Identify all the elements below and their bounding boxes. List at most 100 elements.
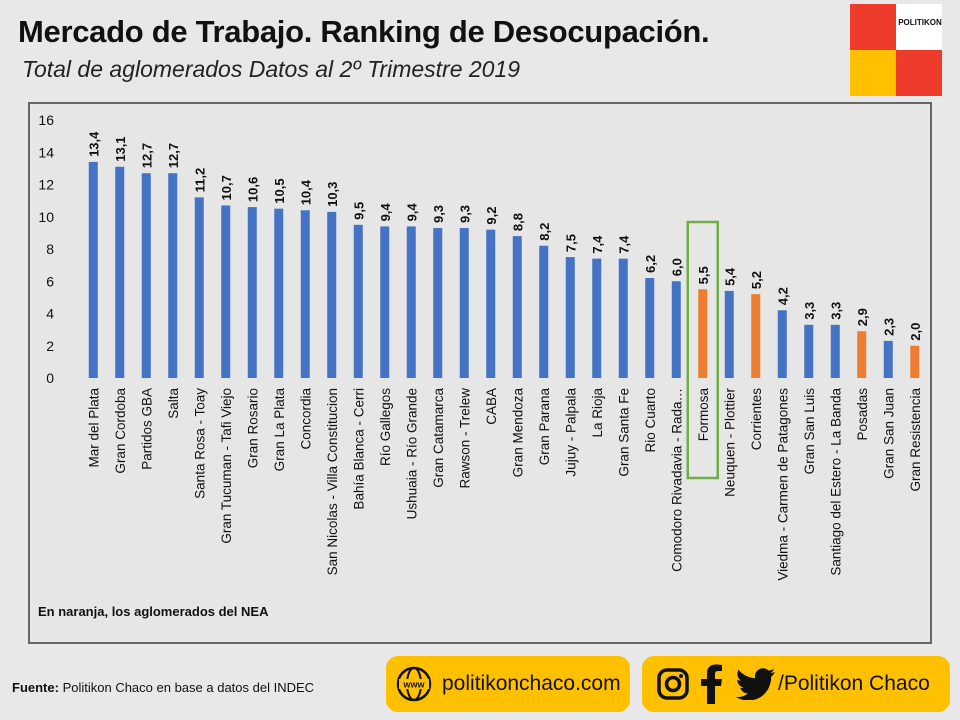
- x-tick-label: Neuquen - Plottier: [722, 387, 737, 496]
- x-tick-label: Gran Parana: [537, 388, 552, 466]
- bar: [274, 208, 284, 378]
- y-tick-label: 0: [46, 370, 54, 386]
- data-label: 3,3: [802, 302, 817, 320]
- bar: [671, 281, 681, 378]
- data-label: 6,2: [643, 255, 658, 273]
- x-tick-label: Rio Cuarto: [643, 388, 658, 453]
- x-tick-label: Santa Rosa - Toay: [192, 388, 207, 499]
- x-tick-label: Gran Mendoza: [510, 388, 525, 478]
- bar: [804, 324, 814, 378]
- website-badge[interactable]: www politikonchaco.com: [386, 656, 630, 712]
- x-tick-label: Santiago del Estero - La Banda: [828, 388, 843, 576]
- y-tick-label: 2: [46, 338, 54, 354]
- chart-subtitle: Total de aglomerados Datos al 2º Trimest…: [22, 56, 521, 82]
- bar: [194, 197, 204, 378]
- x-tick-label: San Nicolas - Villa Constitucion: [325, 388, 340, 575]
- x-tick-label: Gran Rosario: [245, 388, 260, 468]
- bar: [327, 211, 337, 378]
- x-tick-label: Gran Cordoba: [113, 388, 128, 474]
- bar: [141, 173, 151, 378]
- svg-text:www: www: [402, 680, 425, 690]
- x-tick-label: Gran Catamarca: [431, 388, 446, 488]
- social-badge[interactable]: /Politikon Chaco: [642, 656, 950, 712]
- logo-square-bottom-right: [896, 50, 942, 96]
- bar: [353, 224, 363, 378]
- data-label: 9,2: [484, 207, 499, 225]
- twitter-icon: [736, 668, 775, 700]
- x-tick-label: Gran La Plata: [272, 388, 287, 472]
- x-tick-label: Jujuy - Palpala: [563, 388, 578, 477]
- bar: [910, 345, 920, 378]
- logo-text: POLITIKON: [898, 18, 942, 27]
- data-label: 12,7: [139, 143, 154, 168]
- website-url: politikonchaco.com: [442, 672, 621, 695]
- source-text: Politikon Chaco en base a datos del INDE…: [58, 680, 315, 695]
- bar: [857, 331, 867, 378]
- www-icon: www: [396, 666, 432, 702]
- y-tick-label: 14: [38, 144, 54, 160]
- bar: [380, 226, 390, 378]
- bar: [777, 310, 787, 378]
- highlight-box: [686, 220, 719, 480]
- bar: [300, 210, 310, 378]
- social-handle: /Politikon Chaco: [778, 672, 930, 695]
- bar: [751, 294, 761, 378]
- bar: [565, 257, 575, 378]
- x-tick-label: CABA: [484, 388, 499, 425]
- y-tick-label: 8: [46, 241, 54, 257]
- bar: [724, 290, 734, 378]
- bar: [486, 229, 496, 378]
- bar: [698, 289, 708, 378]
- data-label: 7,5: [563, 234, 578, 252]
- bar: [433, 228, 443, 378]
- data-label: 9,4: [378, 203, 393, 222]
- x-tick-label: Rawson - Trelew: [457, 388, 472, 489]
- data-label: 10,4: [298, 179, 313, 205]
- data-label: 9,3: [457, 205, 472, 223]
- x-tick-label: Bahía Blanca - Cerri: [351, 388, 366, 510]
- x-tick-label: Gran Resistencia: [908, 388, 923, 492]
- data-label: 8,8: [510, 213, 525, 231]
- x-tick-label: Comodoro Rivadavia - Rada…: [669, 388, 684, 572]
- data-label: 9,5: [351, 202, 366, 220]
- data-label: 11,2: [192, 168, 207, 193]
- source-label: Fuente:: [12, 680, 59, 695]
- bar: [592, 258, 602, 378]
- data-label: 5,2: [749, 271, 764, 289]
- data-label: 3,3: [828, 302, 843, 320]
- bar: [406, 226, 416, 378]
- data-label: 6,0: [669, 258, 684, 276]
- bar: [645, 278, 655, 378]
- bar-chart: 0 2 4 6 8 10 12 14 16 13,4 Mar del Plata 13,1 Gran C…: [38, 112, 923, 581]
- bar: [221, 205, 231, 378]
- logo-square-top-left: [850, 4, 896, 50]
- bar: [247, 207, 257, 378]
- bar: [830, 324, 840, 378]
- data-label: 10,6: [245, 177, 260, 202]
- x-tick-label: Gran Santa Fe: [616, 388, 631, 477]
- chart-frame: 0 2 4 6 8 10 12 14 16 13,4 Mar del Plata 13,1 Gran C…: [28, 102, 932, 644]
- bar: [115, 166, 125, 378]
- data-label: 12,7: [166, 143, 181, 168]
- politikon-logo: POLITIKON: [850, 4, 942, 96]
- logo-square-bottom-left: [850, 50, 896, 96]
- data-label: 5,5: [696, 266, 711, 284]
- x-tick-label: Gran San Juan: [881, 388, 896, 479]
- data-label: 8,2: [537, 223, 552, 241]
- logo-square-top-right: [896, 4, 942, 50]
- data-label: 9,3: [431, 205, 446, 223]
- facebook-icon: [701, 664, 722, 704]
- x-tick-label: Concordia: [298, 388, 313, 450]
- instagram-icon: [657, 668, 689, 700]
- x-tick-label: Gran San Luis: [802, 388, 817, 475]
- source-line: Fuente: Politikon Chaco en base a datos …: [12, 680, 314, 695]
- data-label: 13,4: [86, 131, 101, 157]
- data-label: 2,0: [908, 323, 923, 341]
- x-tick-label: Viedma - Carmen de Patagones: [775, 388, 790, 581]
- data-label: 9,4: [404, 203, 419, 222]
- x-tick-label: Formosa: [696, 388, 711, 442]
- y-tick-label: 16: [38, 112, 54, 128]
- bar: [88, 161, 98, 378]
- y-tick-label: 4: [46, 306, 54, 322]
- y-tick-label: 6: [46, 273, 54, 289]
